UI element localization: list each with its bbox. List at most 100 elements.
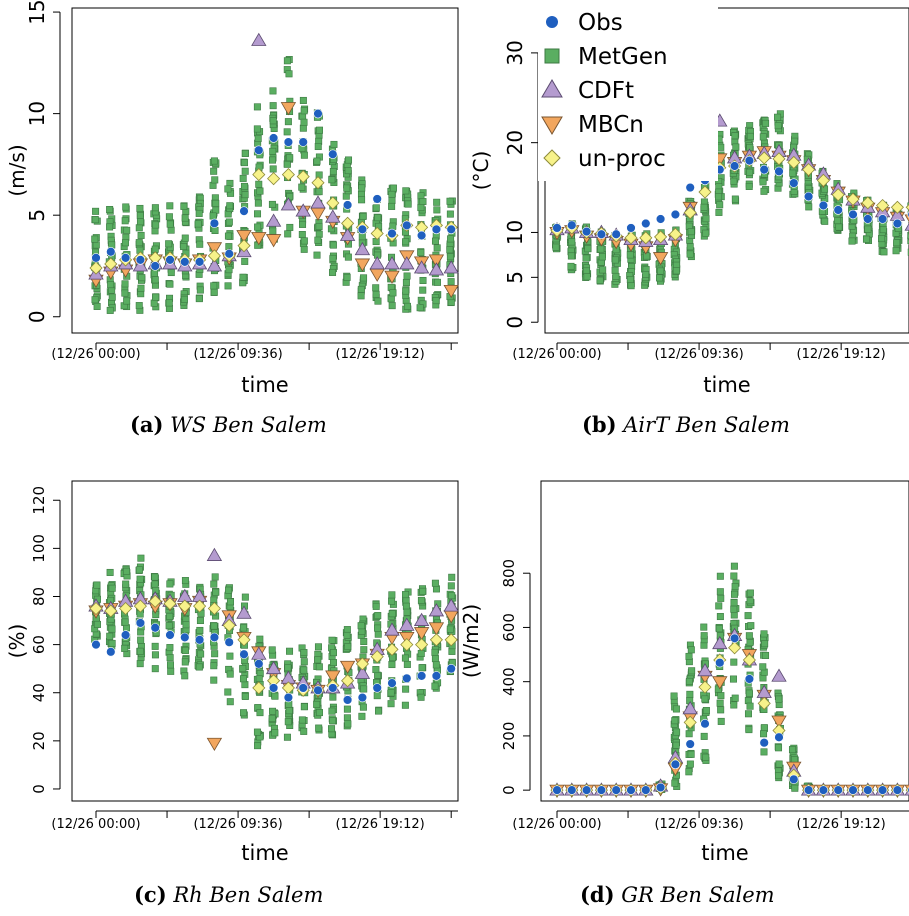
metgen-point xyxy=(420,287,426,293)
metgen-point xyxy=(182,215,188,221)
metgen-point xyxy=(345,254,351,260)
obs-point xyxy=(775,167,784,176)
metgen-point xyxy=(389,197,395,203)
metgen-point xyxy=(434,245,440,251)
metgen-point xyxy=(703,754,709,760)
metgen-point xyxy=(136,567,142,573)
obs-point xyxy=(284,138,293,147)
obs-point xyxy=(878,786,887,795)
metgen-point xyxy=(731,612,737,618)
obs-point xyxy=(567,786,576,795)
metgen-point xyxy=(106,224,112,230)
metgen-point xyxy=(374,625,380,631)
metgen-point xyxy=(344,632,350,638)
metgen-point xyxy=(94,582,100,588)
metgen-point xyxy=(242,150,248,156)
metgen-point xyxy=(137,637,143,643)
metgen-point xyxy=(256,181,262,187)
metgen-point xyxy=(389,661,395,667)
metgen-point xyxy=(168,227,174,233)
metgen-point xyxy=(227,698,233,704)
metgen-point xyxy=(152,204,158,210)
metgen-point xyxy=(182,673,188,679)
cdft-point xyxy=(370,257,384,269)
obs-point xyxy=(328,684,337,693)
metgen-point xyxy=(314,252,320,258)
metgen-point xyxy=(183,622,189,628)
obs-point xyxy=(804,192,813,201)
metgen-point xyxy=(716,202,722,208)
metgen-point xyxy=(686,678,692,684)
metgen-point xyxy=(240,676,246,682)
obs-point xyxy=(106,647,115,656)
obs-point xyxy=(597,786,606,795)
cdft-point xyxy=(698,664,712,676)
metgen-point xyxy=(286,707,292,713)
metgen-point xyxy=(731,178,737,184)
metgen-point xyxy=(151,300,157,306)
y-tick-label: 100 xyxy=(30,534,48,563)
metgen-point xyxy=(585,246,591,252)
metgen-point xyxy=(358,286,364,292)
metgen-point xyxy=(286,71,292,77)
legend-marker-circle xyxy=(546,16,558,28)
metgen-point xyxy=(138,285,144,291)
obs-point xyxy=(180,258,189,267)
metgen-point xyxy=(388,700,394,706)
caption-label: (a) xyxy=(130,412,163,437)
metgen-point xyxy=(299,221,305,227)
obs-point xyxy=(656,215,665,224)
metgen-point xyxy=(241,159,247,165)
obs-point xyxy=(254,146,263,155)
metgen-point xyxy=(718,595,724,601)
metgen-point xyxy=(213,589,219,595)
obs-point xyxy=(447,225,456,234)
obs-point xyxy=(686,183,695,192)
mbcn-point xyxy=(370,269,384,281)
obs-point xyxy=(597,230,606,239)
metgen-point xyxy=(402,591,408,597)
metgen-point xyxy=(402,239,408,245)
y-tick-label: 80 xyxy=(30,587,48,606)
metgen-point xyxy=(449,648,455,654)
metgen-point xyxy=(417,305,423,311)
metgen-point xyxy=(284,734,290,740)
metgen-point xyxy=(673,742,679,748)
metgen-point xyxy=(136,302,142,308)
metgen-point xyxy=(447,247,453,253)
cdft-point xyxy=(444,261,458,273)
metgen-point xyxy=(598,246,604,252)
obs-point xyxy=(789,179,798,188)
y-tick-label: 15 xyxy=(25,0,49,25)
metgen-point xyxy=(152,665,158,671)
metgen-point xyxy=(270,166,276,172)
obs-point xyxy=(641,219,650,228)
y-tick-label: 400 xyxy=(500,667,518,696)
y-tick-label: 5 xyxy=(25,209,49,222)
metgen-point xyxy=(210,213,216,219)
metgen-point xyxy=(301,152,307,158)
obs-point xyxy=(656,783,665,792)
metgen-point xyxy=(301,119,307,125)
metgen-point xyxy=(330,255,336,261)
metgen-point xyxy=(300,97,306,103)
metgen-point xyxy=(673,706,679,712)
metgen-point xyxy=(167,203,173,209)
obs-point xyxy=(358,693,367,702)
metgen-point xyxy=(225,587,231,593)
y-tick-label: 0 xyxy=(503,316,527,329)
obs-point xyxy=(612,230,621,239)
y-tick-label: 10 xyxy=(25,101,49,126)
metgen-point xyxy=(107,281,113,287)
metgen-point xyxy=(152,643,158,649)
metgen-point xyxy=(878,235,884,241)
obs-point xyxy=(240,207,249,216)
obs-point xyxy=(447,664,456,673)
metgen-point xyxy=(715,194,721,200)
metgen-point xyxy=(152,294,158,300)
obs-point xyxy=(92,253,101,262)
metgen-point xyxy=(330,168,336,174)
cdft-point xyxy=(385,623,399,635)
metgen-point xyxy=(315,237,321,243)
obs-point xyxy=(745,156,754,165)
